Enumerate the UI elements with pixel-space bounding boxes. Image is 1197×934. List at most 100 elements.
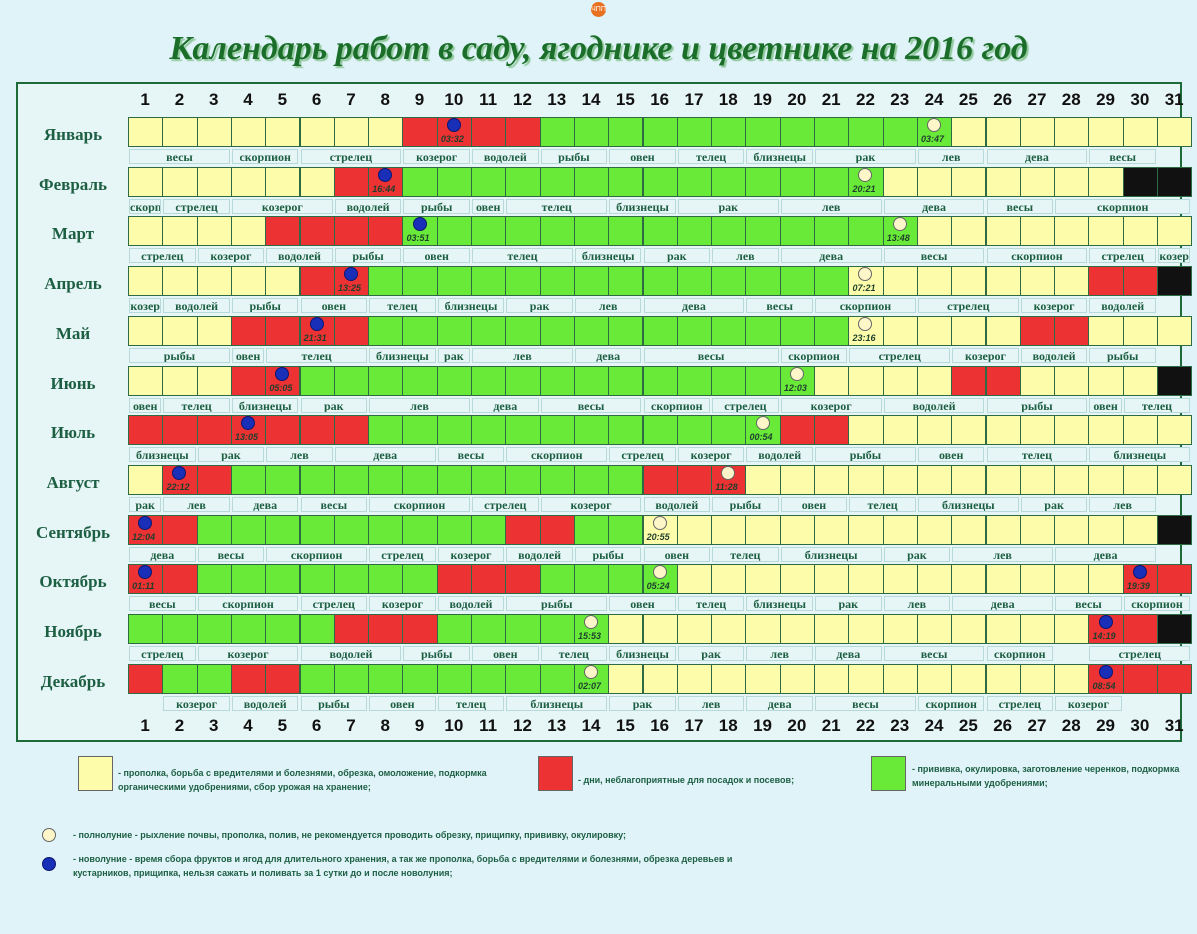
full-moon-icon [789,366,804,381]
moon-phase-time: 08:54 [1092,680,1116,691]
zodiac-sign: весы [986,198,1054,214]
day-cell [539,365,575,396]
day-cell [196,663,232,694]
day-cell [882,464,918,495]
day-cell [265,166,301,197]
day-cell [814,464,850,495]
day-cell [1088,266,1124,297]
day-cell [539,663,575,694]
zodiac-sign: рак [437,347,470,363]
day-number-21: 21 [821,716,841,735]
day-cell [745,166,781,197]
moon-phase-time: 03:51 [406,233,430,244]
day-cell [402,415,438,446]
zodiac-sign: лев [677,695,745,711]
day-cell [573,614,610,644]
day-cell [1122,614,1158,644]
day-cell [402,315,438,346]
day-cell [128,415,164,446]
day-cell [1019,166,1056,197]
zodiac-sign: козерог [197,646,299,661]
day-cell [471,614,507,644]
day-cell [1122,464,1158,495]
zodiac-sign: дева [334,447,436,463]
day-cell [711,663,747,694]
day-cell [676,464,713,495]
zodiac-sign: овен [129,397,162,413]
day-cell [1054,514,1090,545]
month-label: Декабрь [40,671,106,691]
day-cell [848,216,884,247]
day-number-10: 10 [444,716,464,735]
zodiac-sign: рак [815,149,916,164]
zodiac-sign: козерог [197,248,265,264]
day-cell [196,266,232,297]
zodiac-sign: близнецы [574,248,642,264]
day-cell [128,663,164,694]
day-cell [1122,315,1158,346]
zodiac-sign: скорпион [266,546,368,562]
new-moon-icon [1098,664,1113,679]
day-cell [265,514,301,545]
zodiac-sign: дева [574,347,642,363]
zodiac-sign: рак [677,198,779,214]
zodiac-sign: овен [403,248,470,264]
day-number-23: 23 [890,90,910,109]
day-cell [539,514,575,545]
day-number-28: 28 [1061,90,1081,109]
day-cell [333,564,370,595]
day-cell [299,117,335,147]
zodiac-sign: дева [643,298,745,314]
day-cell [162,166,198,197]
zodiac-sign: весы [883,248,985,264]
zodiac-sign: козерог [1020,298,1088,314]
day-cell [196,415,232,446]
zodiac-sign: дева [780,248,882,264]
day-number-17: 17 [684,90,704,109]
zodiac-sign: весы [1055,596,1122,612]
day-cell [539,464,575,495]
day-cell [951,315,987,346]
zodiac-sign: телец [540,646,608,661]
zodiac-sign: весы [197,546,265,562]
day-cell [1019,564,1056,595]
zodiac-sign: рыбы [815,447,916,463]
day-cell [745,464,781,495]
day-number-9: 9 [414,716,425,735]
zodiac-sign: рак [129,496,162,512]
day-cell [1122,166,1158,197]
day-number-22: 22 [855,716,875,735]
day-cell [299,266,335,297]
legend-yellow-text: - прополка, борьба с вредителями и болез… [118,768,487,792]
day-cell [814,166,850,197]
day-cell [1122,216,1158,247]
day-cell [1122,415,1158,446]
day-cell [573,564,610,595]
day-cell [333,365,370,396]
day-cell [333,315,370,346]
zodiac-sign: весы [129,149,230,164]
moon-phase-time: 13:05 [235,432,259,443]
day-cell [951,415,987,446]
day-cell [608,663,644,694]
day-cell [539,266,575,297]
day-number-30: 30 [1130,716,1150,735]
day-cell [951,216,987,247]
day-cell [779,464,815,495]
day-cell [471,514,507,545]
day-cell [436,464,472,495]
zodiac-sign: скорпион [1055,198,1191,214]
day-number-15: 15 [615,90,635,109]
day-cell [951,266,987,297]
new-moon-icon [1098,615,1113,629]
day-cell [333,166,370,197]
day-number-23: 23 [890,716,910,735]
zodiac-sign: скорпион [1123,596,1191,612]
day-cell [539,315,575,346]
day-cell [539,117,575,147]
zodiac-sign: рак [506,298,573,314]
zodiac-sign: козерог [677,447,745,463]
day-cell [916,266,953,297]
day-cell [1019,514,1056,545]
zodiac-sign: рыбы [1089,347,1156,363]
